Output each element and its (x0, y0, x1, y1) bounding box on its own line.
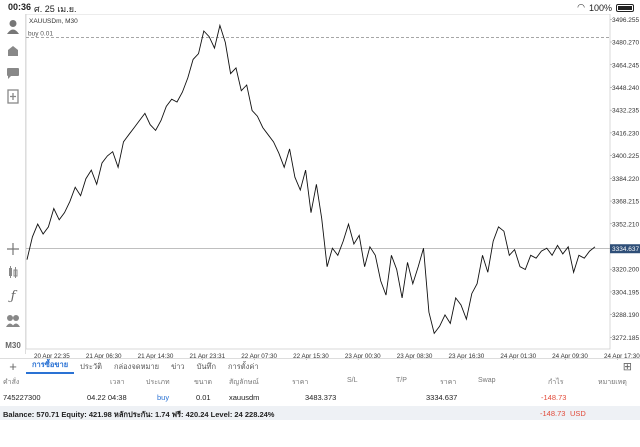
order-current-price: 3334.637 (426, 393, 458, 402)
battery-percent: 100% (588, 2, 612, 13)
symbol-label: XAUUSDm, M30 (29, 18, 78, 25)
add-icon[interactable]: + (9, 359, 17, 374)
col-open-price: ราคา (292, 379, 309, 386)
profit-currency: USD (570, 409, 586, 418)
timeframe-button[interactable]: M30 (5, 340, 21, 350)
time-tick-label: 24 Apr 01:30 (500, 353, 536, 360)
buy-order-label: buy 0.01 (28, 31, 53, 38)
col-tp: T/P (396, 377, 407, 384)
battery-icon (616, 3, 634, 12)
status-date: ศ. 25 เม.ย. (34, 4, 77, 14)
order-time: 04.22 04:38 (87, 393, 127, 402)
time-tick-label: 20 Apr 22:35 (34, 353, 70, 360)
col-size: ขนาด (194, 379, 213, 386)
price-tick-label: 3304.195 (612, 289, 639, 296)
status-bar: 00:36 ศ. 25 เม.ย. ◠ 100% (0, 0, 640, 14)
order-size: 0.01 (196, 393, 211, 402)
table-row[interactable]: 745227300 04.22 04:38 buy 0.01 xauusdm 3… (0, 391, 640, 405)
price-tick-label: 3368.215 (612, 199, 639, 206)
price-tick-label: 3496.255 (612, 17, 639, 24)
new-order-icon[interactable] (4, 87, 22, 105)
order-id: 745227300 (3, 393, 41, 402)
orders-table-header: คำสั่ง เวลา ประเภท ขนาด สัญลักษณ์ ราคา S… (0, 375, 640, 388)
col-symbol: สัญลักษณ์ (229, 379, 259, 386)
indicators-icon[interactable] (4, 263, 22, 281)
price-tick-label: 3320.200 (612, 267, 639, 274)
time-tick-label: 21 Apr 23:31 (189, 353, 225, 360)
function-icon[interactable]: ƒ (10, 288, 16, 304)
expand-icon[interactable]: ⊞ (622, 361, 632, 373)
price-tick-label: 3448.240 (612, 85, 639, 92)
order-type: buy (157, 393, 170, 402)
crosshair-icon[interactable] (4, 240, 22, 258)
current-price-label: 3334.637 (612, 246, 639, 253)
chart-toolbar: ƒ M30 (0, 14, 26, 354)
time-tick-label: 21 Apr 14:30 (138, 353, 174, 360)
col-comment: หมายเหตุ (598, 379, 627, 386)
col-type: ประเภท (146, 379, 170, 386)
time-tick-label: 23 Apr 08:30 (397, 353, 433, 360)
price-tick-label: 3352.210 (612, 221, 639, 228)
balance-bar: Balance: 570.71 Equity: 421.98 หลักประกั… (0, 406, 640, 420)
col-profit: กำไร (548, 379, 564, 386)
time-tick-label: 24 Apr 17:30 (604, 353, 640, 360)
price-tick-label: 3288.190 (612, 312, 639, 319)
chart-plot-area (25, 13, 611, 350)
price-chart[interactable]: 3496.255 3480.270 3464.245 3448.240 3432.235… (25, 13, 640, 360)
order-profit: -148.73 (541, 393, 567, 402)
wifi-icon: ◠ (577, 2, 585, 12)
price-tick-label: 3480.270 (612, 40, 639, 47)
order-open-price: 3483.373 (305, 393, 337, 402)
terminal-tabs: + การซื้อขาย ประวัติ กล่องจดหมาย ข่าว บั… (0, 358, 640, 374)
price-tick-label: 3464.245 (612, 62, 639, 69)
tab-news[interactable]: ข่าว (171, 361, 185, 371)
objects-icon[interactable] (4, 311, 22, 329)
col-price: ราคา (440, 379, 457, 386)
time-tick-label: 22 Apr 07:30 (241, 353, 277, 360)
price-tick-label: 3400.225 (612, 153, 639, 160)
time-tick-label: 22 Apr 15:30 (293, 353, 329, 360)
total-profit: -148.73 (540, 409, 566, 418)
col-order: คำสั่ง (3, 379, 20, 386)
current-price-tag (610, 244, 640, 254)
price-tick-label: 3272.185 (612, 335, 639, 342)
tab-trade[interactable]: การซื้อขาย (26, 359, 75, 374)
trade-icon[interactable] (4, 42, 22, 60)
price-tick-label: 3416.230 (612, 130, 639, 137)
price-line (26, 23, 596, 335)
time-tick-label: 21 Apr 06:30 (86, 353, 122, 360)
col-sl: S/L (347, 377, 358, 384)
tab-history[interactable]: ประวัติ (80, 361, 103, 371)
price-tick-label: 3432.235 (612, 108, 639, 115)
col-time: เวลา (110, 379, 125, 386)
time-tick-label: 23 Apr 16:30 (449, 353, 485, 360)
time-tick-label: 24 Apr 09:30 (552, 353, 588, 360)
chat-icon[interactable] (4, 64, 22, 82)
time-axis: 20 Apr 22:35 21 Apr 06:30 21 Apr 14:30 21 A… (34, 353, 640, 360)
account-icon[interactable] (4, 18, 22, 36)
order-symbol: xauusdm (229, 393, 260, 402)
col-swap: Swap (478, 377, 496, 384)
tab-mailbox[interactable]: กล่องจดหมาย (114, 361, 160, 371)
time-tick-label: 23 Apr 00:30 (345, 353, 381, 360)
balance-summary: Balance: 570.71 Equity: 421.98 หลักประกั… (3, 410, 275, 419)
price-tick-label: 3384.220 (612, 176, 639, 183)
tab-journal[interactable]: บันทึก (196, 361, 217, 371)
tab-settings[interactable]: การตั้งค่า (228, 361, 259, 371)
price-axis: 3496.255 3480.270 3464.245 3448.240 3432.235… (610, 17, 639, 342)
status-time: 00:36 (8, 2, 32, 12)
